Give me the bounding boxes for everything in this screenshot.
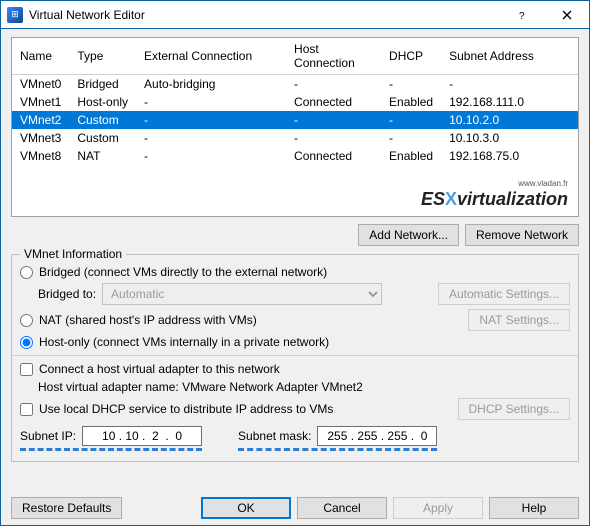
- vmnet-table[interactable]: Name Type External Connection Host Conne…: [11, 37, 579, 217]
- subnet-ip-input[interactable]: [82, 426, 202, 446]
- host-only-radio[interactable]: [20, 336, 33, 349]
- bridged-label[interactable]: Bridged (connect VMs directly to the ext…: [39, 265, 327, 279]
- table-row[interactable]: VMnet0BridgedAuto-bridging---: [12, 75, 578, 94]
- cancel-button[interactable]: Cancel: [297, 497, 387, 519]
- titlebar: ⊞ Virtual Network Editor ?: [1, 1, 589, 29]
- app-icon: ⊞: [7, 7, 23, 23]
- window-title: Virtual Network Editor: [29, 8, 499, 22]
- table-row[interactable]: VMnet3Custom---10.10.3.0: [12, 129, 578, 147]
- apply-button: Apply: [393, 497, 483, 519]
- connect-host-adapter-label[interactable]: Connect a host virtual adapter to this n…: [39, 362, 280, 376]
- virtual-network-editor-window: ⊞ Virtual Network Editor ? Name Type Ext…: [0, 0, 590, 526]
- nat-radio[interactable]: [20, 314, 33, 327]
- remove-network-button[interactable]: Remove Network: [465, 224, 579, 246]
- bridged-to-label: Bridged to:: [38, 287, 96, 301]
- col-host[interactable]: Host Connection: [286, 38, 381, 75]
- table-row[interactable]: VMnet1Host-only-ConnectedEnabled192.168.…: [12, 93, 578, 111]
- nat-settings-button: NAT Settings...: [468, 309, 570, 331]
- bridged-to-select: Automatic: [102, 283, 382, 305]
- watermark-url: www.vladan.fr: [518, 179, 568, 188]
- ok-button[interactable]: OK: [201, 497, 291, 519]
- col-subnet[interactable]: Subnet Address: [441, 38, 578, 75]
- automatic-settings-button: Automatic Settings...: [438, 283, 570, 305]
- col-ext[interactable]: External Connection: [136, 38, 286, 75]
- close-button[interactable]: [544, 1, 589, 28]
- connect-host-adapter-checkbox[interactable]: [20, 363, 33, 376]
- table-header-row: Name Type External Connection Host Conne…: [12, 38, 578, 75]
- host-only-label[interactable]: Host-only (connect VMs internally in a p…: [39, 335, 329, 349]
- vmnet-information-group: VMnet Information Bridged (connect VMs d…: [11, 254, 579, 462]
- watermark: www.vladan.fr ESXvirtualization: [421, 189, 568, 210]
- help-button[interactable]: Help: [489, 497, 579, 519]
- table-row[interactable]: VMnet8NAT-ConnectedEnabled192.168.75.0: [12, 147, 578, 165]
- svg-text:?: ?: [519, 11, 525, 20]
- subnet-mask-input[interactable]: [317, 426, 437, 446]
- use-dhcp-label[interactable]: Use local DHCP service to distribute IP …: [39, 402, 333, 416]
- group-title: VMnet Information: [20, 247, 126, 261]
- col-type[interactable]: Type: [69, 38, 136, 75]
- subnet-ip-label: Subnet IP:: [20, 429, 76, 443]
- col-name[interactable]: Name: [12, 38, 69, 75]
- help-titlebar-button[interactable]: ?: [499, 1, 544, 28]
- bridged-radio[interactable]: [20, 266, 33, 279]
- host-adapter-name: Host virtual adapter name: VMware Networ…: [38, 380, 363, 394]
- table-row[interactable]: VMnet2Custom---10.10.2.0: [12, 111, 578, 129]
- subnet-mask-label: Subnet mask:: [238, 429, 311, 443]
- col-dhcp[interactable]: DHCP: [381, 38, 441, 75]
- add-network-button[interactable]: Add Network...: [358, 224, 459, 246]
- dhcp-settings-button: DHCP Settings...: [458, 398, 570, 420]
- use-dhcp-checkbox[interactable]: [20, 403, 33, 416]
- restore-defaults-button[interactable]: Restore Defaults: [11, 497, 122, 519]
- nat-label[interactable]: NAT (shared host's IP address with VMs): [39, 313, 257, 327]
